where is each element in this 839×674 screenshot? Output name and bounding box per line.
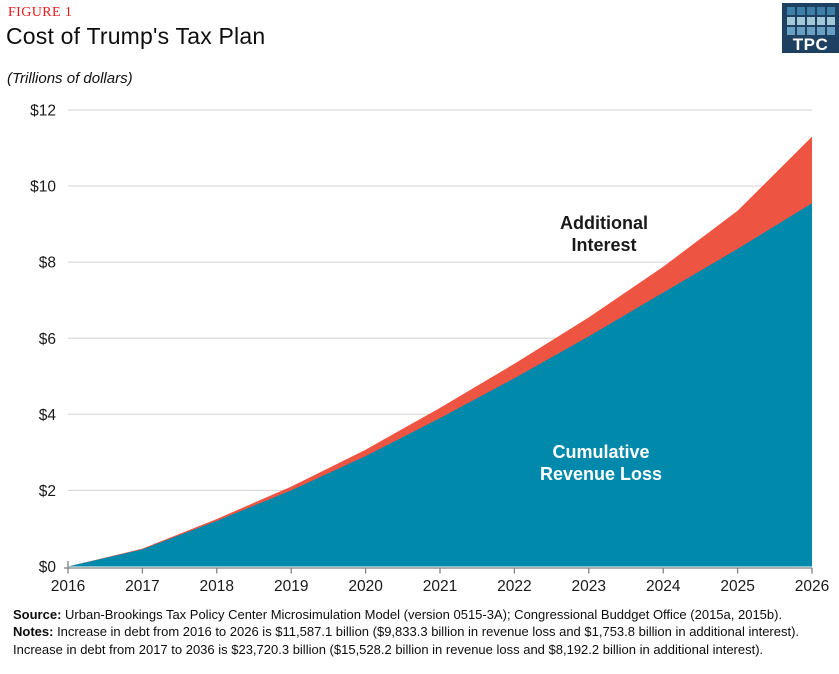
logo-tile	[786, 27, 795, 35]
series-label-additional-interest: Additional	[560, 213, 648, 233]
logo-tile	[826, 17, 835, 25]
x-axis-tick-label: 2023	[572, 578, 606, 595]
y-axis-tick-label: $2	[39, 483, 56, 500]
y-axis-tick-label: $4	[39, 407, 57, 424]
y-axis-tick-label: $6	[39, 331, 56, 348]
logo-tile	[816, 17, 825, 25]
chart-canvas: $0 $2 $4 $6 $8 $10 $12 2016 2017 2018 2019 2020 2021…	[30, 103, 829, 596]
series-label-cumulative-revenue-loss: Cumulative	[552, 442, 649, 462]
logo-tile	[786, 17, 795, 25]
chart-notes: Source: Urban-Brookings Tax Policy Cente…	[13, 606, 831, 658]
y-axis-tick-label: $12	[30, 103, 56, 120]
figure-label: FIGURE 1	[8, 5, 73, 20]
x-axis-tick-label: 2017	[125, 578, 159, 595]
logo-tile	[796, 27, 805, 35]
logo-tile	[826, 7, 835, 15]
x-axis-tick-label: 2026	[795, 578, 829, 595]
area-cumulative-revenue-loss	[68, 203, 812, 567]
logo-tile	[796, 17, 805, 25]
y-axis-tick-label: $8	[39, 255, 56, 272]
x-axis-tick-label: 2016	[51, 578, 85, 595]
logo-tile	[826, 27, 835, 35]
y-axis-tick-label: $0	[39, 559, 57, 576]
source-label: Source:	[13, 607, 62, 622]
x-axis-tick-label: 2019	[274, 578, 308, 595]
tpc-logo: TPC	[782, 3, 839, 53]
notes-line-1: Notes: Increase in debt from 2016 to 202…	[13, 623, 831, 640]
x-axis-tick-label: 2022	[497, 578, 531, 595]
logo-tile	[806, 27, 815, 35]
notes-line-2: Increase in debt from 2017 to 2036 is $2…	[13, 641, 764, 657]
series-label-cumulative-revenue-loss: Revenue Loss	[540, 464, 662, 484]
notes-label: Notes:	[13, 624, 54, 640]
y-axis-tick-label: $10	[30, 179, 56, 196]
source-text: Urban-Brookings Tax Policy Center Micros…	[61, 607, 783, 622]
notes-text: Increase in debt from 2016 to 2026 is $1…	[53, 624, 800, 640]
series-label-additional-interest: Interest	[571, 235, 636, 255]
logo-tile	[816, 7, 825, 15]
x-axis-tick-label: 2025	[720, 578, 754, 595]
page-title: Cost of Trump's Tax Plan	[6, 23, 266, 49]
x-axis-tick-label: 2024	[646, 578, 681, 595]
logo-tile	[786, 7, 795, 15]
x-axis-tick-label: 2021	[423, 578, 457, 595]
logo-tile	[806, 7, 815, 15]
source-line: Source: Urban-Brookings Tax Policy Cente…	[13, 606, 831, 623]
tpc-logo-tile-grid	[786, 7, 835, 35]
logo-tile	[816, 27, 825, 35]
tpc-logo-text: TPC	[792, 35, 829, 54]
x-axis-tick-label: 2018	[200, 578, 234, 595]
units-label: (Trillions of dollars)	[7, 70, 133, 87]
x-axis-tick-label: 2020	[348, 578, 383, 595]
logo-tile	[806, 17, 815, 25]
logo-tile	[796, 7, 805, 15]
